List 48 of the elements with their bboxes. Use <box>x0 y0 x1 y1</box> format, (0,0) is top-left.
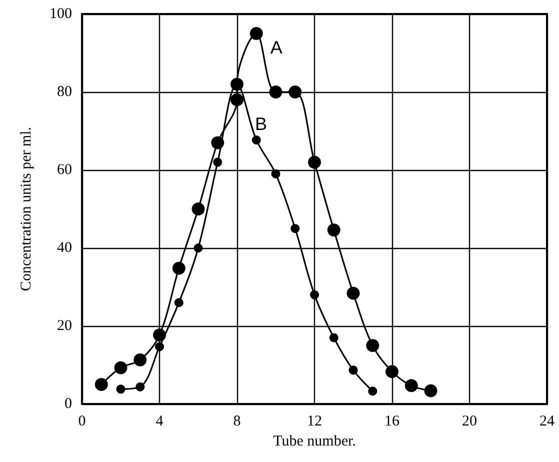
point <box>252 135 261 144</box>
point <box>404 379 418 392</box>
x-tick-label: 16 <box>384 414 400 430</box>
y-tick-label: 0 <box>64 396 72 412</box>
x-tick-label: 20 <box>462 414 477 430</box>
y-tick-label: 80 <box>57 84 72 100</box>
x-tick-label: 8 <box>233 414 241 430</box>
point <box>269 86 282 98</box>
point <box>310 290 319 300</box>
point <box>211 136 224 150</box>
y-tick-label: 40 <box>57 240 72 256</box>
x-tick-label: 24 <box>540 414 555 430</box>
x-tick-label: 0 <box>78 414 86 430</box>
point <box>327 224 340 237</box>
point <box>134 353 147 366</box>
point <box>308 156 321 169</box>
point <box>194 244 203 252</box>
point <box>172 262 186 275</box>
y-axis-title: Concentration units per ml. <box>18 126 34 292</box>
point <box>424 384 438 398</box>
point <box>346 286 360 300</box>
point <box>94 378 108 391</box>
point <box>386 365 398 378</box>
point <box>114 361 128 374</box>
y-tick-label: 100 <box>50 6 72 22</box>
point <box>153 328 166 342</box>
point <box>213 158 222 167</box>
point <box>155 342 164 352</box>
point <box>250 27 263 40</box>
point <box>348 366 358 375</box>
y-tick-label: 60 <box>57 162 72 178</box>
point <box>366 339 380 352</box>
point <box>329 333 338 342</box>
series-label: B <box>254 114 268 134</box>
y-tick-label: 20 <box>57 318 72 334</box>
x-tick-label: 12 <box>307 414 322 430</box>
point <box>192 202 205 216</box>
point <box>290 224 300 233</box>
point <box>174 298 184 308</box>
series-label: A <box>270 38 282 58</box>
x-tick-label: 4 <box>156 414 164 430</box>
point <box>136 382 145 392</box>
point <box>288 86 302 98</box>
point <box>230 93 244 106</box>
x-axis-title: Tube number. <box>273 433 356 450</box>
point <box>271 169 280 178</box>
point <box>116 384 126 394</box>
point <box>368 386 378 396</box>
